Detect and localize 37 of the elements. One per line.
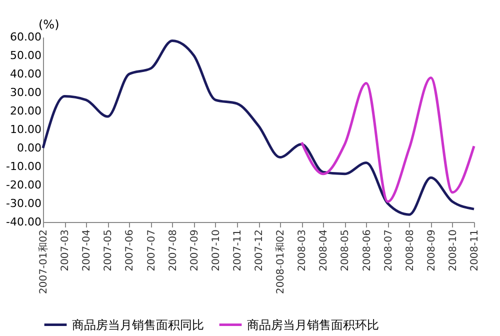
x-tick-label: 2007-01和02: [38, 230, 50, 294]
y-tick-label: -30.00: [6, 197, 42, 210]
x-tick-label: 2008-05: [340, 230, 352, 272]
y-axis-title: (%): [38, 18, 60, 32]
legend-label: 商品房当月销售面积环比: [247, 318, 379, 332]
x-tick-label: 2008-09: [426, 230, 438, 272]
y-tick-label: 10.00: [10, 123, 42, 136]
legend-label: 商品房当月销售面积同比: [72, 318, 204, 332]
y-tick-label: 0.00: [17, 142, 42, 154]
x-tick-label: 2008-04: [318, 230, 330, 272]
x-tick-label: 2008-11: [470, 230, 480, 272]
x-tick-label: 2007-11: [232, 230, 244, 272]
y-tick-label: 30.00: [10, 86, 42, 99]
x-tick-label: 2008-01和02: [274, 230, 287, 294]
x-tick-label: 2007-09: [189, 230, 200, 272]
x-tick-label: 2007-12: [254, 230, 265, 272]
x-tick-label: 2007-10: [210, 230, 222, 272]
x-tick-label: 2007-08: [168, 230, 179, 272]
y-tick-label: -10.00: [6, 160, 42, 173]
y-tick-label: 50.00: [10, 49, 42, 62]
x-tick-label: 2007-04: [82, 230, 93, 272]
x-tick-label: 2008-08: [404, 230, 416, 272]
x-tick-label: 2008-06: [362, 230, 373, 272]
x-tick-label: 2007-06: [124, 230, 136, 272]
y-tick-label: -40.00: [6, 216, 42, 228]
y-tick-label: 60.00: [10, 30, 42, 44]
y-tick-label: 40.00: [10, 68, 42, 80]
line-series: [300, 76, 476, 203]
x-tick-label: 2007-07: [146, 230, 158, 272]
y-tick-label: 20.00: [10, 104, 42, 118]
x-tick-label: 2008-03: [297, 230, 308, 272]
x-tick-label: 2008-10: [448, 230, 459, 272]
y-tick-label: -20.00: [6, 178, 42, 192]
x-tick-label: 2007-05: [103, 230, 114, 272]
x-tick-label: 2008-07: [383, 230, 394, 272]
line-series: [42, 39, 476, 216]
x-tick-label: 2007-03: [60, 230, 72, 272]
